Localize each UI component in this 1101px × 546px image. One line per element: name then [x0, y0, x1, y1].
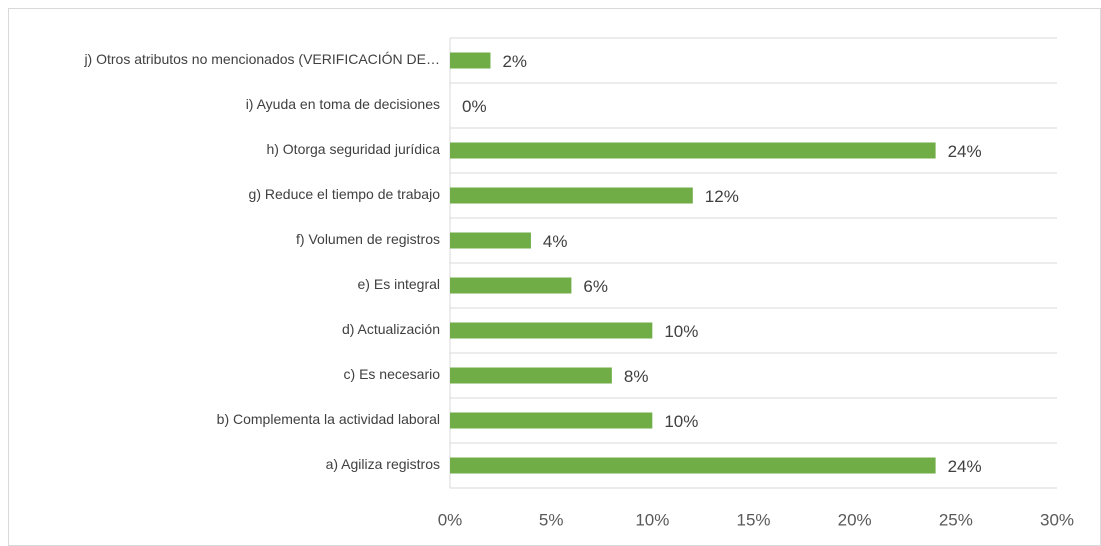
value-label: 4% — [543, 232, 568, 251]
value-label: 10% — [664, 322, 698, 341]
category-label: j) Otros atributos no mencionados (VERIF… — [83, 51, 440, 67]
bar — [450, 187, 693, 204]
category-label: b) Complementa la actividad laboral — [217, 411, 440, 427]
value-label: 2% — [502, 52, 527, 71]
x-tick-label: 10% — [635, 510, 669, 529]
bar — [450, 457, 936, 474]
category-label: h) Otorga seguridad jurídica — [266, 141, 440, 157]
bar — [450, 277, 572, 294]
bar — [450, 52, 491, 69]
category-label: g) Reduce el tiempo de trabajo — [249, 186, 441, 202]
value-label: 24% — [948, 142, 982, 161]
category-label: c) Es necesario — [344, 366, 441, 382]
value-label: 24% — [948, 457, 982, 476]
bar — [450, 412, 653, 429]
x-tick-label: 30% — [1040, 510, 1074, 529]
bar — [450, 142, 936, 159]
category-label: i) Ayuda en toma de decisiones — [246, 96, 440, 112]
bar — [450, 367, 612, 384]
x-tick-label: 25% — [939, 510, 973, 529]
value-label: 8% — [624, 367, 649, 386]
value-label: 0% — [462, 97, 487, 116]
value-label: 10% — [664, 412, 698, 431]
value-label: 6% — [583, 277, 608, 296]
category-label: a) Agiliza registros — [326, 456, 440, 472]
x-tick-label: 5% — [539, 510, 564, 529]
category-label: f) Volumen de registros — [296, 231, 440, 247]
value-label: 12% — [705, 187, 739, 206]
bar — [450, 232, 531, 249]
category-label: e) Es integral — [358, 276, 440, 292]
x-tick-label: 15% — [736, 510, 770, 529]
x-tick-label: 0% — [438, 510, 463, 529]
category-label: d) Actualización — [342, 321, 440, 337]
x-tick-label: 20% — [838, 510, 872, 529]
bar — [450, 322, 653, 339]
